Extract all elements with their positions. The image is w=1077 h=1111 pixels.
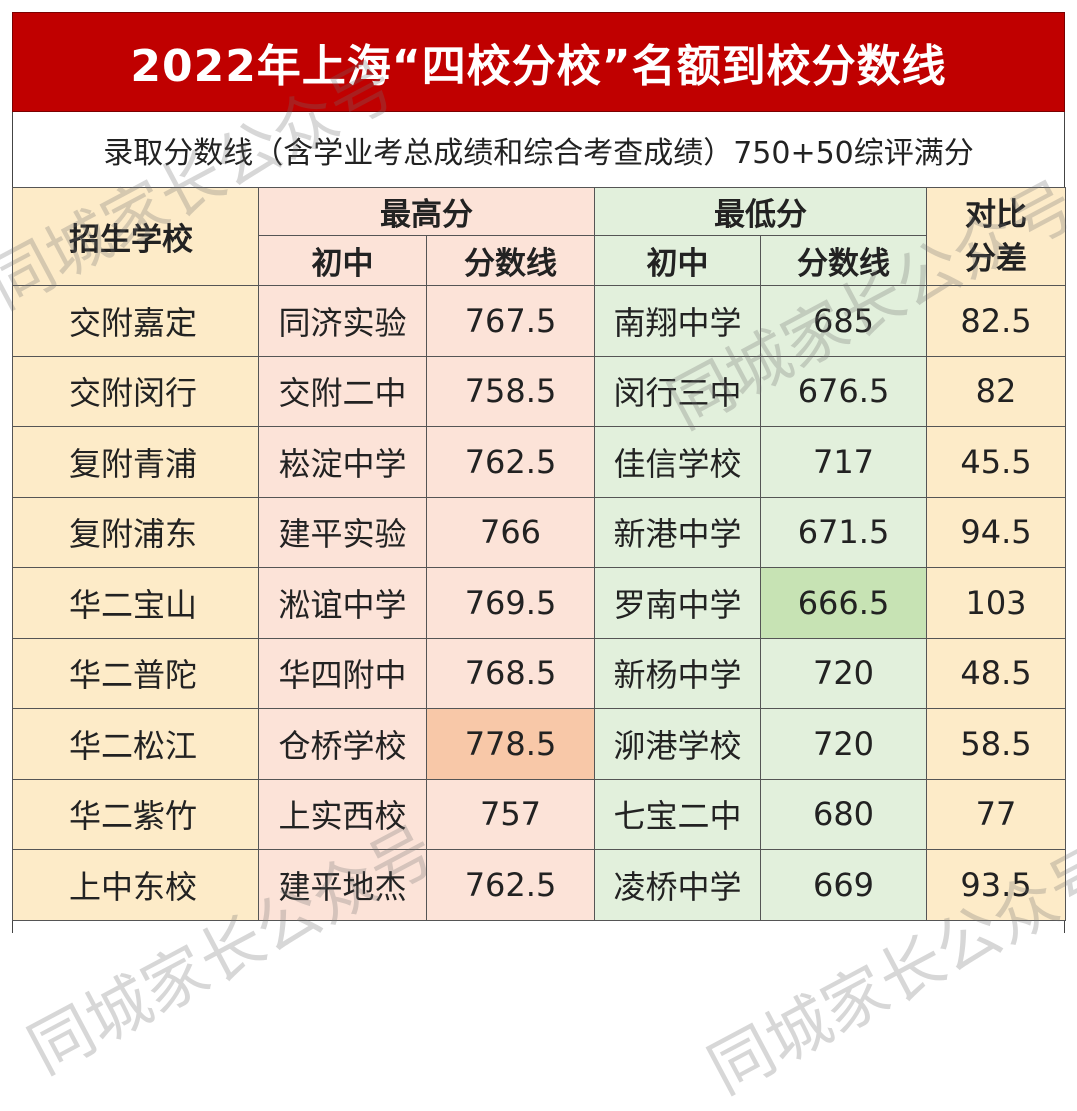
header-high-middle-school: 初中 — [258, 235, 427, 286]
cell-low-middle-school: 新杨中学 — [594, 637, 761, 709]
cell-low-score: 717 — [760, 426, 927, 498]
table-row: 复附浦东 建平实验 766 新港中学 671.5 94.5 — [12, 496, 1066, 568]
cell-low-middle-school: 泖港学校 — [594, 708, 761, 780]
table-row: 复附青浦 崧淀中学 762.5 佳信学校 717 45.5 — [12, 426, 1066, 498]
cell-school: 交附闵行 — [12, 355, 259, 427]
cell-diff: 48.5 — [926, 637, 1066, 709]
table-row: 交附闵行 交附二中 758.5 闵行三中 676.5 82 — [12, 355, 1066, 427]
table-row: 华二普陀 华四附中 768.5 新杨中学 720 48.5 — [12, 637, 1066, 709]
cell-high-middle-school: 建平实验 — [258, 496, 427, 568]
cell-high-middle-school: 淞谊中学 — [258, 567, 427, 639]
table-row: 华二紫竹 上实西校 757 七宝二中 680 77 — [12, 778, 1066, 850]
header-high-score: 分数线 — [426, 235, 595, 286]
cell-high-score-max: 778.5 — [426, 708, 595, 780]
cell-low-score: 685 — [760, 285, 927, 357]
table-row: 华二宝山 淞谊中学 769.5 罗南中学 666.5 103 — [12, 567, 1066, 639]
cell-school: 华二普陀 — [12, 637, 259, 709]
cell-low-middle-school: 闵行三中 — [594, 355, 761, 427]
cell-low-middle-school: 佳信学校 — [594, 426, 761, 498]
cell-high-middle-school: 建平地杰 — [258, 849, 427, 921]
cell-school: 华二宝山 — [12, 567, 259, 639]
cell-low-score: 669 — [760, 849, 927, 921]
score-table: 招生学校 最高分 最低分 对比分差 初中 分数线 初中 分数线 交附嘉定 同济实… — [12, 187, 1066, 921]
cell-low-score: 671.5 — [760, 496, 927, 568]
cell-high-score: 758.5 — [426, 355, 595, 427]
cell-school: 上中东校 — [12, 849, 259, 921]
cell-high-score: 768.5 — [426, 637, 595, 709]
table-row: 交附嘉定 同济实验 767.5 南翔中学 685 82.5 — [12, 285, 1066, 357]
cell-low-middle-school: 凌桥中学 — [594, 849, 761, 921]
cell-high-score: 762.5 — [426, 849, 595, 921]
cell-low-score-min: 666.5 — [760, 567, 927, 639]
cell-diff: 82.5 — [926, 285, 1066, 357]
cell-low-score: 676.5 — [760, 355, 927, 427]
header-lowest: 最低分 — [594, 187, 927, 236]
page-subtitle: 录取分数线（含学业考总成绩和综合考查成绩）750+50综评满分 — [12, 112, 1065, 187]
header-low-score: 分数线 — [760, 235, 927, 286]
cell-diff: 45.5 — [926, 426, 1066, 498]
cell-high-middle-school: 交附二中 — [258, 355, 427, 427]
cell-high-score: 762.5 — [426, 426, 595, 498]
cell-high-score: 769.5 — [426, 567, 595, 639]
cell-high-score: 767.5 — [426, 285, 595, 357]
cell-school: 华二紫竹 — [12, 778, 259, 850]
cell-high-middle-school: 崧淀中学 — [258, 426, 427, 498]
cell-low-middle-school: 新港中学 — [594, 496, 761, 568]
cell-low-middle-school: 七宝二中 — [594, 778, 761, 850]
header-diff: 对比分差 — [926, 187, 1066, 286]
header-highest: 最高分 — [258, 187, 595, 236]
cell-low-score: 720 — [760, 708, 927, 780]
cell-low-middle-school: 罗南中学 — [594, 567, 761, 639]
header-school: 招生学校 — [12, 187, 259, 286]
table-row: 华二松江 仓桥学校 778.5 泖港学校 720 58.5 — [12, 708, 1066, 780]
cell-low-middle-school: 南翔中学 — [594, 285, 761, 357]
cell-high-middle-school: 仓桥学校 — [258, 708, 427, 780]
cell-high-middle-school: 上实西校 — [258, 778, 427, 850]
cell-low-score: 720 — [760, 637, 927, 709]
cell-low-score: 680 — [760, 778, 927, 850]
cell-diff: 93.5 — [926, 849, 1066, 921]
cell-diff: 103 — [926, 567, 1066, 639]
cell-school: 复附青浦 — [12, 426, 259, 498]
table-row: 上中东校 建平地杰 762.5 凌桥中学 669 93.5 — [12, 849, 1066, 921]
cell-diff: 94.5 — [926, 496, 1066, 568]
cell-diff: 82 — [926, 355, 1066, 427]
cell-school: 华二松江 — [12, 708, 259, 780]
page-title: 2022年上海“四校分校”名额到校分数线 — [12, 12, 1065, 112]
cell-high-middle-school: 同济实验 — [258, 285, 427, 357]
cell-high-score: 766 — [426, 496, 595, 568]
cell-diff: 77 — [926, 778, 1066, 850]
cell-high-score: 757 — [426, 778, 595, 850]
cell-school: 复附浦东 — [12, 496, 259, 568]
header-low-middle-school: 初中 — [594, 235, 761, 286]
table-footer-edge — [12, 921, 1065, 933]
cell-high-middle-school: 华四附中 — [258, 637, 427, 709]
header-diff-text: 对比分差 — [965, 196, 1027, 277]
cell-diff: 58.5 — [926, 708, 1066, 780]
cell-school: 交附嘉定 — [12, 285, 259, 357]
